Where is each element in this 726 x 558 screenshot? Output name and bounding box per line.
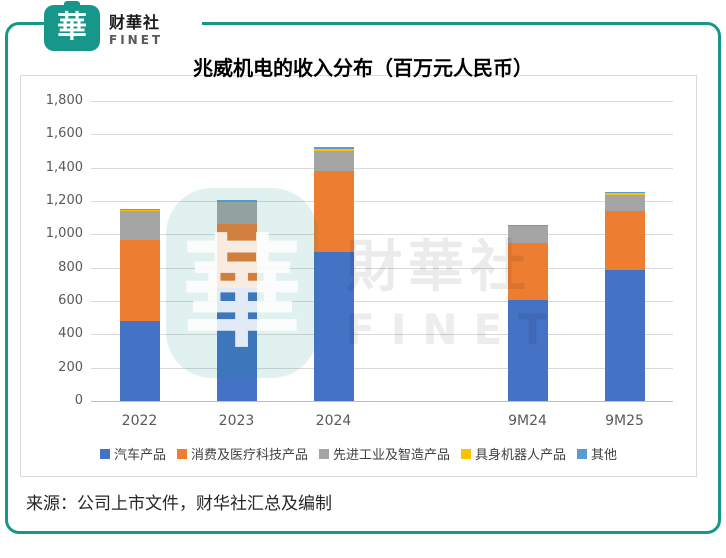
stacked-bar-2024: [313, 146, 354, 401]
bar-segment: [507, 226, 548, 243]
bar-segment: [507, 242, 548, 301]
legend-item: 其他: [577, 444, 617, 463]
gridline-1800: [91, 101, 673, 102]
logo-text: 财華社 FINET: [109, 9, 163, 47]
bar-segment: [119, 208, 160, 210]
legend-swatch-icon: [99, 448, 110, 459]
y-tick-label: 1,800: [45, 93, 83, 108]
gridline-600: [91, 301, 673, 302]
bar-segment: [313, 252, 354, 401]
bar-segment: [507, 300, 548, 401]
gridline-1200: [91, 201, 673, 202]
bar-segment: [604, 270, 645, 401]
x-tick-label-2023: 2023: [218, 413, 255, 429]
x-tick-label-9M25: 9M25: [605, 413, 644, 429]
logo-name-en: FINET: [109, 33, 164, 47]
y-tick-label: 400: [58, 326, 83, 342]
gridline-1000: [91, 234, 673, 236]
chart-box: 0 200 400 600 800 1,000 1,200 1,400 1,600 1,800 2…: [20, 75, 697, 477]
legend-item: 消费及医疗科技产品: [176, 444, 308, 463]
gridline-0: [91, 401, 673, 402]
plot-area: [91, 101, 673, 402]
y-tick-label: 800: [58, 259, 83, 275]
legend-swatch-icon: [461, 448, 471, 459]
stacked-bar-9M24: [507, 224, 548, 401]
legend-label: 其他: [591, 448, 618, 463]
stacked-bar-9M25: [604, 191, 645, 401]
bar-segment: [604, 193, 645, 196]
bar-segment: [216, 223, 257, 288]
chart-title: 兆威机电的收入分布（百万元人民币）: [193, 56, 533, 80]
gridline-1400: [91, 167, 673, 169]
bar-segment: [313, 146, 354, 149]
finet-seal-icon: 華: [44, 5, 100, 51]
source-note: 来源：公司上市文件，财华社汇总及编制: [26, 494, 332, 514]
seal-glyph: 華: [57, 10, 87, 45]
legend-item: 具身机器人产品: [461, 444, 566, 463]
chart-legend: 汽车产品 消费及医疗科技产品 先进工业及智造产品 具身机器人产品 其他: [21, 444, 696, 463]
bar-segment: [604, 195, 645, 212]
legend-swatch-icon: [577, 448, 588, 459]
y-tick-label: 600: [58, 293, 83, 308]
legend-swatch-icon: [318, 448, 329, 459]
y-tick-label: 1,000: [45, 226, 83, 242]
gridline-1600: [91, 134, 673, 136]
bar-segment: [216, 200, 257, 202]
legend-item: 汽车产品: [99, 444, 166, 463]
x-tick-label-2022: 2022: [121, 413, 158, 429]
legend-item: 先进工业及智造产品: [318, 444, 450, 463]
y-tick-label: 200: [58, 359, 83, 375]
stacked-bar-2023: [216, 200, 257, 401]
logo-name-cn: 财華社: [109, 13, 161, 32]
x-tick-label-2024: 2024: [315, 413, 352, 429]
gridline-400: [91, 334, 673, 336]
bar-segment: [604, 191, 645, 194]
y-tick-label: 1,200: [45, 193, 83, 208]
bar-segment: [313, 171, 354, 253]
bar-segment: [216, 287, 257, 401]
legend-label: 汽车产品: [113, 448, 166, 463]
bar-segment: [507, 224, 548, 227]
stacked-bar-2022: [119, 208, 160, 401]
legend-label: 先进工业及智造产品: [332, 448, 450, 463]
y-tick-label: 1,600: [45, 126, 83, 142]
legend-label: 具身机器人产品: [475, 448, 567, 463]
bar-segment: [313, 151, 354, 172]
bar-segment: [216, 201, 257, 224]
x-tick-label-9M24: 9M24: [508, 413, 547, 429]
finet-logo: 華 财華社 FINET: [44, 1, 202, 55]
legend-label: 消费及医疗科技产品: [190, 448, 308, 463]
gridline-800: [91, 267, 673, 269]
bar-segment: [119, 321, 160, 401]
legend-swatch-icon: [176, 448, 187, 459]
bar-segment: [119, 240, 160, 321]
bar-segment: [313, 148, 354, 152]
y-tick-label: 0: [74, 393, 83, 408]
bar-segment: [119, 209, 160, 212]
bar-segment: [604, 211, 645, 271]
teal-border-frame: [5, 22, 721, 534]
bar-segment: [119, 211, 160, 241]
gridline-200: [91, 367, 673, 369]
y-tick-label: 1,400: [45, 159, 83, 175]
